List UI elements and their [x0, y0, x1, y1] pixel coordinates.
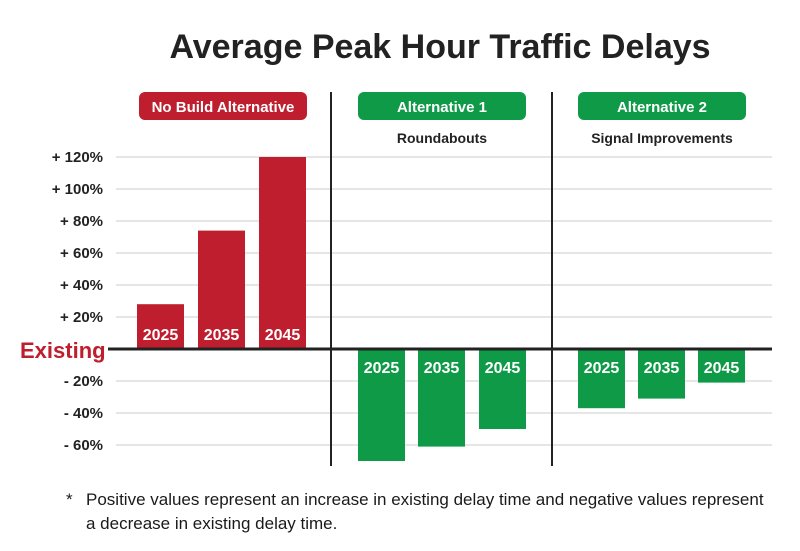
bar-label: 2035 — [204, 327, 240, 344]
bar-label: 2035 — [644, 360, 680, 377]
group-badge: No Build Alternative — [139, 92, 307, 120]
bar — [638, 349, 685, 399]
group-badge: Alternative 1 — [358, 92, 526, 120]
group-headers: No Build Alternative Alternative 1 Roundab… — [139, 92, 746, 146]
bar — [578, 349, 625, 409]
group-subtitle: Signal Improvements — [591, 130, 733, 146]
bar — [137, 304, 184, 349]
group-dividers — [330, 92, 553, 466]
footnote-marker: * — [66, 490, 73, 509]
chart-title: Average Peak Hour Traffic Delays — [169, 28, 710, 66]
group-badge-background — [139, 92, 307, 120]
group-badge: Alternative 2 — [578, 92, 746, 120]
footnote-text: Positive values represent an increase in… — [86, 490, 764, 533]
y-tick-label: - 20% — [64, 373, 103, 390]
y-tick-label: + 100% — [52, 181, 103, 198]
bar-label: 2025 — [143, 327, 179, 344]
y-tick-label: + 120% — [52, 149, 103, 166]
group-badge-background — [578, 92, 746, 120]
bar-label: 2025 — [584, 360, 620, 377]
bar — [698, 349, 745, 383]
bar — [418, 349, 465, 447]
y-tick-label: + 20% — [60, 309, 103, 326]
bars: 2025 2035 2045 2025 2035 2045 2025 2035 2045 — [137, 157, 745, 461]
y-tick-label: - 40% — [64, 405, 103, 422]
group-subtitle: Roundabouts — [397, 130, 487, 146]
bar-label: 2045 — [485, 360, 521, 377]
bar — [479, 349, 526, 429]
group-badge-label: Alternative 2 — [617, 99, 707, 116]
group-badge-background — [358, 92, 526, 120]
footnote: * Positive values represent an increase … — [66, 488, 766, 536]
existing-baseline-label: Existing — [20, 338, 106, 363]
y-tick-label: + 60% — [60, 245, 103, 262]
bar-label: 2045 — [265, 327, 301, 344]
bar-label: 2025 — [364, 360, 400, 377]
bar — [259, 157, 306, 349]
bar — [358, 349, 405, 461]
group-badge-label: Alternative 1 — [397, 99, 487, 116]
y-tick-label: - 60% — [64, 437, 103, 454]
bar-label: 2035 — [424, 360, 460, 377]
y-tick-label: + 40% — [60, 277, 103, 294]
y-tick-label: + 80% — [60, 213, 103, 230]
group-badge-label: No Build Alternative — [152, 99, 295, 116]
bar — [198, 230, 245, 349]
bar-label: 2045 — [704, 360, 740, 377]
y-axis-ticks: + 120% + 100% + 80% + 60% + 40% + 20% - 20% - 4… — [52, 149, 103, 454]
